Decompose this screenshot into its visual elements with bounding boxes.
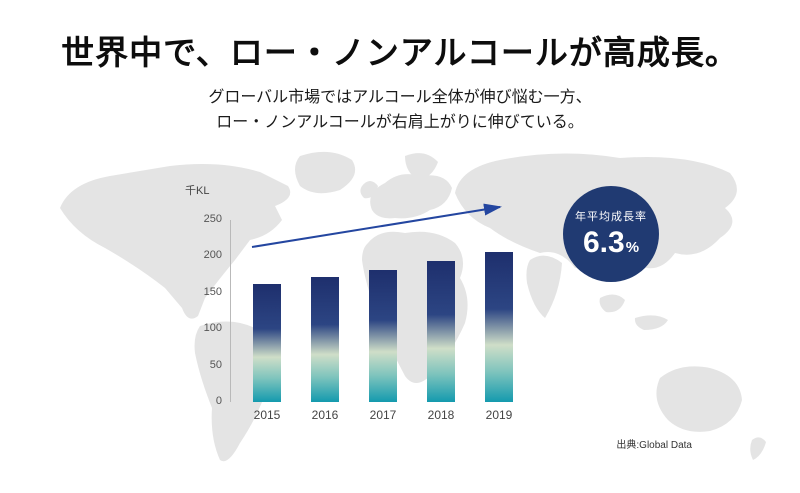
y-tick-label: 100 [203, 322, 222, 335]
growth-rate-badge: 年平均成長率 6.3 % [563, 186, 659, 282]
x-tick-label: 2019 [485, 408, 513, 422]
y-tick-label: 250 [203, 213, 222, 225]
badge-value: 6.3 [582, 226, 625, 259]
bar-chart: 千KL 0 50 100 150 200 250 2015 2016 2017 2018 2019 [180, 182, 550, 427]
bar-2018 [427, 261, 455, 402]
bar-column: 2016 [305, 220, 345, 422]
y-tick-label: 200 [203, 249, 222, 262]
trend-arrow-icon [251, 203, 502, 248]
x-tick-label: 2017 [369, 408, 397, 422]
plot-area: 2015 2016 2017 2018 2019 [230, 220, 535, 422]
bar-2017 [369, 270, 397, 402]
y-axis-unit-label: 千KL [185, 185, 210, 197]
bar-2016 [311, 277, 339, 402]
subtitle-line-1: グローバル市場ではアルコール全体が伸び悩む一方、 [208, 89, 592, 106]
bar-2019 [485, 252, 513, 402]
badge-label: 年平均成長率 [575, 211, 647, 223]
badge-value-row: 6.3 % [583, 226, 639, 260]
y-tick-label: 150 [203, 285, 222, 298]
badge-percent-sign: % [625, 239, 640, 256]
page-subtitle: グローバル市場ではアルコール全体が伸び悩む一方、 ロー・ノンアルコールが右肩上が… [0, 86, 800, 136]
bar-column: 2017 [363, 220, 403, 422]
source-note: 出典:Global Data [616, 440, 692, 451]
x-tick-label: 2015 [253, 408, 281, 422]
bar-column: 2019 [479, 220, 519, 422]
x-tick-label: 2016 [311, 408, 339, 422]
y-tick-label: 50 [209, 358, 222, 371]
y-axis: 0 50 100 150 200 250 [180, 213, 222, 407]
y-tick-label: 0 [215, 395, 222, 407]
page-title: 世界中で、ロー・ノンアルコールが高成長。 [61, 34, 739, 71]
x-tick-label: 2018 [427, 408, 455, 422]
subtitle-line-2: ロー・ノンアルコールが右肩上がりに伸びている。 [216, 113, 584, 131]
bar-column: 2018 [421, 220, 461, 422]
bar-column: 2015 [247, 220, 287, 422]
bar-2015 [253, 284, 281, 402]
